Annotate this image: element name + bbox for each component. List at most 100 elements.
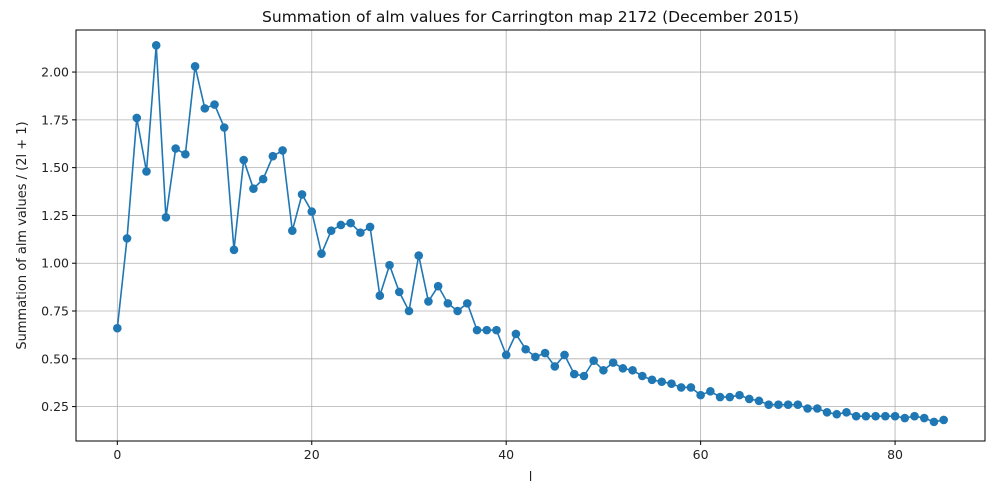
- data-point: [132, 113, 142, 123]
- data-point: [385, 260, 394, 270]
- grid: [76, 30, 985, 441]
- data-point: [618, 364, 628, 373]
- y-tick-label: 1.00: [41, 256, 69, 271]
- data-point: [463, 299, 472, 308]
- data-point: [181, 149, 190, 159]
- data-point: [219, 123, 229, 132]
- data-point: [939, 415, 948, 425]
- data-point: [433, 281, 443, 291]
- data-point: [113, 323, 122, 333]
- data-point: [307, 207, 317, 216]
- x-tick-label: 40: [498, 447, 514, 462]
- data-point: [190, 62, 200, 71]
- data-point: [657, 377, 667, 387]
- x-tick-label: 0: [113, 447, 121, 462]
- data-point: [774, 400, 783, 409]
- data-point: [229, 245, 239, 255]
- data-point: [812, 404, 822, 413]
- x-axis-label: l: [529, 470, 533, 485]
- axis-ticks: 0 20 40 60 80 0.25 0.50 0.75 1.00 1.25 1.50 1.75 2.0…: [41, 65, 903, 462]
- data-point: [803, 404, 812, 413]
- data-point: [317, 249, 326, 258]
- data-point: [667, 379, 676, 388]
- data-point: [122, 234, 132, 243]
- data-point: [793, 400, 803, 409]
- data-point: [297, 190, 307, 199]
- data-point: [890, 411, 900, 421]
- data-point: [725, 392, 735, 402]
- data-point: [258, 174, 268, 184]
- data-point: [521, 344, 530, 354]
- data-point: [346, 218, 355, 228]
- data-point: [599, 365, 608, 375]
- data-point: [404, 306, 414, 316]
- data-point: [550, 362, 560, 371]
- data-point: [638, 371, 647, 381]
- data-point: [453, 306, 462, 316]
- data-point: [424, 297, 433, 306]
- x-tick-label: 60: [693, 447, 709, 462]
- y-tick-label: 1.25: [41, 208, 69, 223]
- data-point: [492, 325, 501, 335]
- data-point: [881, 411, 890, 421]
- data-point: [647, 375, 657, 385]
- data-point: [686, 383, 696, 392]
- data-point: [871, 411, 880, 421]
- data-point: [900, 413, 910, 423]
- data-point: [832, 409, 842, 419]
- data-point: [443, 299, 453, 308]
- data-point: [764, 400, 773, 409]
- y-tick-label: 2.00: [41, 65, 69, 80]
- data-point: [929, 417, 939, 427]
- data-point: [851, 411, 861, 421]
- data-point: [608, 358, 618, 367]
- data-point: [394, 287, 404, 297]
- data-point: [735, 390, 744, 400]
- data-point: [560, 350, 569, 360]
- y-tick-label: 1.50: [41, 160, 69, 175]
- data-point: [706, 386, 715, 396]
- data-point: [861, 411, 871, 421]
- data-point: [161, 213, 171, 222]
- data-point: [142, 167, 151, 176]
- data-point: [715, 392, 725, 402]
- data-point: [676, 383, 686, 392]
- data-point: [744, 394, 754, 404]
- data-point: [356, 228, 365, 237]
- data-point: [589, 356, 598, 366]
- data-point: [696, 390, 705, 400]
- data-point: [531, 352, 540, 362]
- data-point: [754, 396, 764, 406]
- data-point: [171, 144, 180, 153]
- chart-title: Summation of alm values for Carrington m…: [262, 8, 799, 26]
- data-point: [239, 155, 249, 165]
- data-point: [210, 100, 219, 109]
- y-tick-label: 0.25: [41, 399, 69, 414]
- data-point: [336, 220, 346, 230]
- data-point: [326, 226, 336, 236]
- data-point: [822, 408, 832, 417]
- data-point: [278, 146, 287, 155]
- data-point: [472, 325, 482, 335]
- x-tick-label: 20: [304, 447, 320, 462]
- plot-frame: [75, 29, 986, 442]
- data-point: [919, 413, 929, 423]
- data-point: [579, 371, 589, 381]
- data-point: [540, 348, 550, 358]
- data-point: [501, 350, 511, 360]
- data-point: [200, 104, 210, 113]
- data-point: [511, 329, 521, 339]
- data-point: [288, 226, 297, 236]
- series-blue: [113, 40, 948, 427]
- data-point: [365, 222, 375, 232]
- data-point: [842, 408, 851, 417]
- y-tick-label: 1.75: [41, 112, 69, 127]
- data-point: [249, 184, 258, 193]
- y-axis-label: Summation of alm values / (2l + 1): [15, 121, 30, 349]
- data-point: [268, 151, 278, 161]
- data-point: [910, 411, 919, 421]
- y-tick-label: 0.75: [41, 304, 69, 319]
- data-point: [783, 400, 793, 409]
- series-line: [116, 45, 944, 423]
